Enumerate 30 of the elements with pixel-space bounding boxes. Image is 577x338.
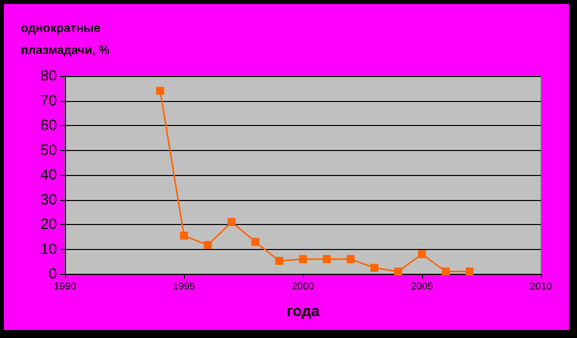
y-tick-label: 70 xyxy=(40,92,57,110)
x-tick-label: 1990 xyxy=(54,282,77,292)
y-tick-label: 10 xyxy=(40,240,57,258)
point xyxy=(204,241,212,250)
point xyxy=(442,268,450,276)
y-tick-label: 0 xyxy=(48,266,57,282)
y-tick-label: 60 xyxy=(40,117,57,134)
x-tick-label: 2010 xyxy=(530,282,553,292)
x-axis-title: года xyxy=(286,303,320,320)
x-tick-label: 1995 xyxy=(172,282,196,292)
y-tick-label: 40 xyxy=(40,166,57,184)
point xyxy=(322,255,331,264)
point xyxy=(394,268,402,276)
point xyxy=(275,256,284,265)
point xyxy=(370,264,378,272)
y-tick-label: 30 xyxy=(40,191,57,208)
x-tick-label: 2000 xyxy=(292,282,315,292)
point xyxy=(346,255,355,264)
point xyxy=(299,255,307,264)
y-axis-title: однократные плазмадачи, % xyxy=(21,21,110,57)
point xyxy=(180,232,188,240)
point xyxy=(466,268,474,276)
x-tick-label: 2005 xyxy=(410,282,434,292)
y-tick-label: 80 xyxy=(40,68,57,84)
point xyxy=(418,250,426,258)
point xyxy=(156,86,164,95)
point xyxy=(228,218,236,226)
point xyxy=(251,238,260,246)
y-tick-label: 50 xyxy=(40,142,57,159)
y-tick-label: 20 xyxy=(40,216,57,233)
